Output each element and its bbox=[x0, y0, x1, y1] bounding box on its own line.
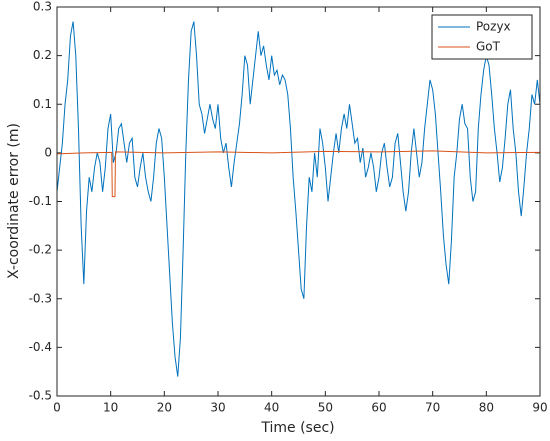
y-tick-label: 0.3 bbox=[33, 0, 52, 14]
data-line bbox=[56, 150, 541, 198]
x-tick-label: 90 bbox=[532, 401, 547, 415]
x-tick-label: 60 bbox=[371, 401, 386, 415]
x-tick-label: 70 bbox=[425, 401, 440, 415]
x-tick-label: 40 bbox=[264, 401, 279, 415]
x-tick-label: 30 bbox=[210, 401, 225, 415]
x-axis-label: Time (sec) bbox=[260, 420, 334, 436]
data-line bbox=[56, 21, 541, 377]
x-tick-label: 80 bbox=[479, 401, 494, 415]
x-tick-label: 0 bbox=[53, 401, 61, 415]
y-axis-label: X-coordinate error (m) bbox=[6, 123, 22, 279]
y-tick-label: -0.1 bbox=[29, 194, 52, 208]
y-tick-label: 0 bbox=[44, 145, 52, 159]
y-tick-label: 0.2 bbox=[33, 48, 52, 62]
legend-box bbox=[431, 14, 533, 60]
plot-frame bbox=[56, 6, 541, 397]
legend-label: GoT bbox=[476, 40, 501, 54]
x-tick-label: 10 bbox=[103, 401, 118, 415]
legend-label: Pozyx bbox=[476, 20, 511, 34]
y-tick-label: 0.1 bbox=[33, 97, 52, 111]
y-tick-label: -0.4 bbox=[29, 340, 52, 354]
y-tick-label: -0.2 bbox=[29, 243, 52, 257]
x-tick-label: 50 bbox=[318, 401, 333, 415]
x-tick-label: 20 bbox=[157, 401, 172, 415]
y-tick-label: -0.3 bbox=[29, 291, 52, 305]
y-tick-label: -0.5 bbox=[29, 389, 52, 403]
